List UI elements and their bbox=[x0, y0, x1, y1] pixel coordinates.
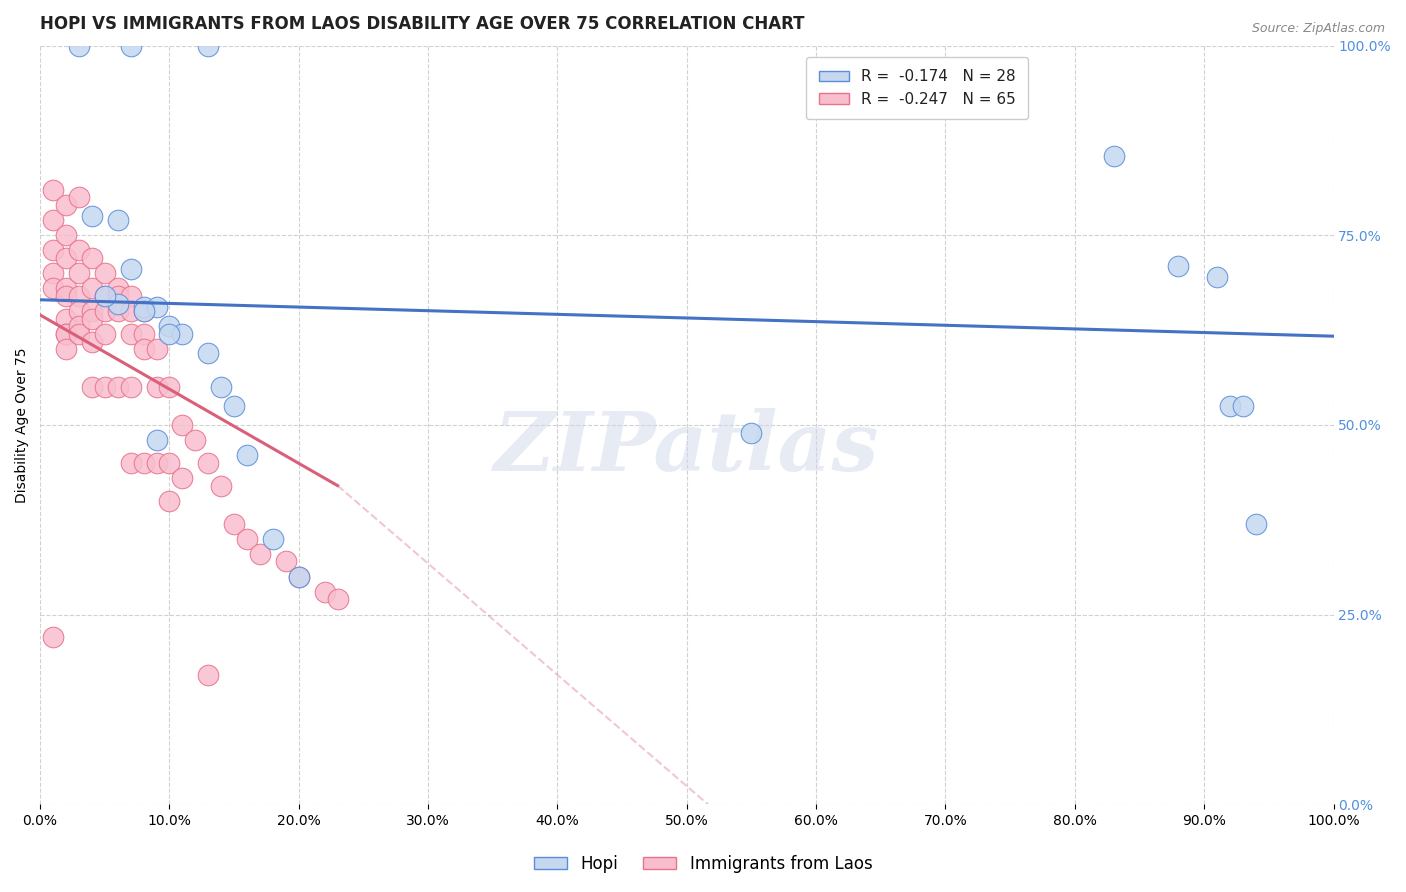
Point bbox=[224, 399, 246, 413]
Point bbox=[172, 471, 194, 485]
Point bbox=[159, 319, 181, 334]
Point bbox=[197, 38, 219, 53]
Point bbox=[145, 456, 167, 470]
Point bbox=[55, 198, 77, 212]
Text: ZIPatlas: ZIPatlas bbox=[494, 408, 880, 488]
Point bbox=[67, 38, 90, 53]
Point bbox=[94, 304, 117, 318]
Point bbox=[55, 311, 77, 326]
Legend: R =  -0.174   N = 28, R =  -0.247   N = 65: R = -0.174 N = 28, R = -0.247 N = 65 bbox=[807, 57, 1028, 120]
Point bbox=[326, 592, 349, 607]
Point bbox=[94, 380, 117, 394]
Point bbox=[159, 326, 181, 341]
Point bbox=[120, 326, 142, 341]
Point bbox=[42, 281, 65, 295]
Point bbox=[1244, 516, 1267, 531]
Point bbox=[120, 262, 142, 277]
Point bbox=[67, 266, 90, 280]
Point bbox=[159, 456, 181, 470]
Point bbox=[120, 38, 142, 53]
Point bbox=[209, 380, 232, 394]
Point bbox=[224, 516, 246, 531]
Point bbox=[184, 433, 207, 447]
Point bbox=[94, 266, 117, 280]
Legend: Hopi, Immigrants from Laos: Hopi, Immigrants from Laos bbox=[527, 848, 879, 880]
Point bbox=[172, 326, 194, 341]
Point bbox=[67, 289, 90, 303]
Point bbox=[145, 433, 167, 447]
Point bbox=[159, 493, 181, 508]
Point bbox=[209, 478, 232, 492]
Point bbox=[197, 346, 219, 360]
Point bbox=[80, 281, 103, 295]
Point bbox=[107, 289, 129, 303]
Point bbox=[740, 425, 762, 440]
Text: HOPI VS IMMIGRANTS FROM LAOS DISABILITY AGE OVER 75 CORRELATION CHART: HOPI VS IMMIGRANTS FROM LAOS DISABILITY … bbox=[41, 15, 804, 33]
Point bbox=[197, 668, 219, 682]
Point bbox=[236, 532, 259, 546]
Point bbox=[67, 304, 90, 318]
Point bbox=[120, 289, 142, 303]
Point bbox=[80, 251, 103, 265]
Y-axis label: Disability Age Over 75: Disability Age Over 75 bbox=[15, 347, 30, 503]
Point bbox=[288, 569, 311, 583]
Point bbox=[107, 281, 129, 295]
Point bbox=[80, 304, 103, 318]
Point bbox=[1102, 149, 1125, 163]
Point bbox=[145, 380, 167, 394]
Point bbox=[249, 547, 271, 561]
Point bbox=[55, 228, 77, 243]
Point bbox=[1219, 399, 1241, 413]
Point bbox=[80, 210, 103, 224]
Point bbox=[197, 456, 219, 470]
Point bbox=[94, 289, 117, 303]
Point bbox=[80, 334, 103, 349]
Point bbox=[55, 281, 77, 295]
Point bbox=[132, 304, 155, 318]
Point bbox=[1232, 399, 1254, 413]
Point bbox=[132, 456, 155, 470]
Point bbox=[107, 213, 129, 227]
Point bbox=[94, 289, 117, 303]
Point bbox=[288, 569, 311, 583]
Point bbox=[145, 301, 167, 315]
Text: Source: ZipAtlas.com: Source: ZipAtlas.com bbox=[1251, 22, 1385, 36]
Point bbox=[67, 244, 90, 258]
Point bbox=[107, 296, 129, 310]
Point bbox=[172, 417, 194, 432]
Point bbox=[67, 190, 90, 204]
Point bbox=[55, 326, 77, 341]
Point bbox=[94, 326, 117, 341]
Point bbox=[1167, 259, 1189, 273]
Point bbox=[1206, 270, 1229, 285]
Point bbox=[314, 584, 336, 599]
Point bbox=[132, 342, 155, 356]
Point bbox=[120, 456, 142, 470]
Point bbox=[55, 326, 77, 341]
Point bbox=[236, 448, 259, 462]
Point bbox=[42, 266, 65, 280]
Point bbox=[120, 304, 142, 318]
Point bbox=[42, 183, 65, 197]
Point bbox=[80, 380, 103, 394]
Point bbox=[132, 326, 155, 341]
Point bbox=[80, 311, 103, 326]
Point bbox=[42, 244, 65, 258]
Point bbox=[55, 342, 77, 356]
Point bbox=[159, 380, 181, 394]
Point bbox=[107, 304, 129, 318]
Point bbox=[42, 631, 65, 645]
Point bbox=[132, 304, 155, 318]
Point bbox=[67, 326, 90, 341]
Point bbox=[274, 554, 297, 568]
Point bbox=[42, 213, 65, 227]
Point bbox=[120, 380, 142, 394]
Point bbox=[55, 289, 77, 303]
Point bbox=[262, 532, 284, 546]
Point bbox=[67, 319, 90, 334]
Point bbox=[145, 342, 167, 356]
Point bbox=[107, 380, 129, 394]
Point bbox=[132, 301, 155, 315]
Point bbox=[55, 251, 77, 265]
